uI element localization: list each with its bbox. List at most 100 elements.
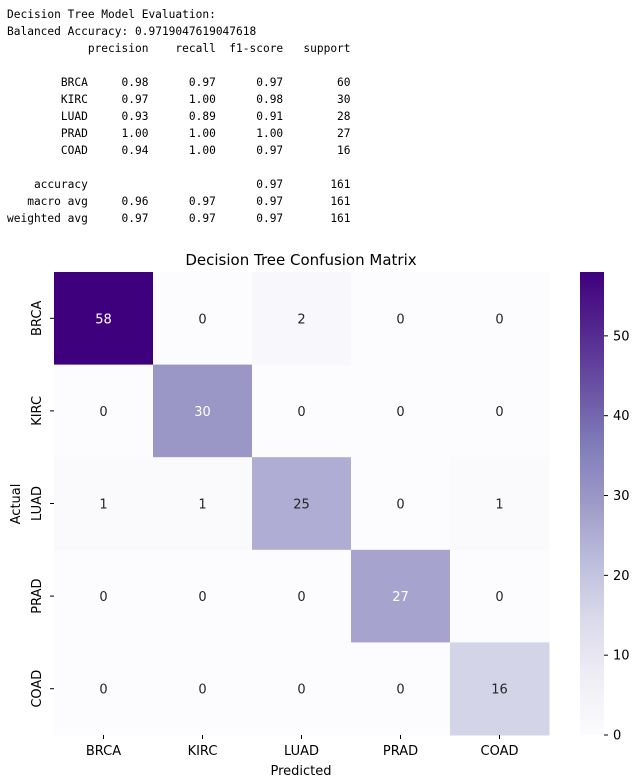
heatmap-cell [450,364,550,458]
heatmap-cell-label: 0 [198,683,206,698]
colorbar-tick-label: 40 [613,409,630,424]
report-column-header: precision [87,42,149,55]
y-tick-label: COAD [30,670,45,708]
heatmap-cell-label: 0 [396,498,404,513]
heatmap-cell [54,549,154,643]
y-tick-label: BRCA [30,301,45,336]
heatmap-cell [153,364,253,458]
report-class-precision: 0.93 [87,110,149,123]
report-summary-precision: 0.97 [87,212,149,225]
report-class-precision: 0.98 [87,76,149,89]
heatmap-cell [153,272,253,366]
y-tick-label: LUAD [30,486,45,521]
report-class-support: 16 [283,144,351,157]
heatmap-cell-label: 0 [396,683,404,698]
report-column-header: recall [148,42,216,55]
report-class-recall: 0.89 [148,110,216,123]
x-tick-label: PRAD [383,744,418,759]
report-column-header: f1-score [215,42,284,55]
x-axis-ticks: BRCA KIRC LUAD PRAD COAD [86,735,519,759]
heatmap-cell [54,642,154,736]
heatmap-cell-label: 1 [495,498,503,513]
heatmap-cell [450,549,550,643]
report-class-f1: 0.91 [215,110,284,123]
heatmap-cell [351,272,451,366]
heatmap-cell-label: 0 [198,312,206,327]
report-class-support: 27 [283,127,351,140]
heatmap-cell-label: 25 [293,498,310,513]
report-class-f1: 0.97 [215,144,284,157]
x-axis-label: Predicted [270,764,331,779]
report-class-f1: 1.00 [215,127,284,140]
heatmap-cell [54,272,154,366]
colorbar-tick-label: 30 [613,489,630,504]
report-summary-label: accuracy [7,178,88,191]
report-class-recall: 1.00 [148,127,216,140]
heatmap-cell-label: 0 [99,683,107,698]
heatmap-cell-label: 16 [491,683,508,698]
report-class-f1: 0.98 [215,93,284,106]
heatmap-cell-label: 0 [396,312,404,327]
heatmap-cell [450,457,550,551]
heatmap-cell-label: 2 [297,312,305,327]
heatmap-cell-label: 1 [198,498,206,513]
y-tick-label: PRAD [30,578,45,613]
heatmap-cell [252,364,352,458]
report-summary-recall: 0.97 [148,195,216,208]
colorbar-tick-label: 0 [613,729,621,744]
report-column-header: support [283,42,351,55]
report-summary-support: 161 [283,178,351,191]
heatmap-cell-label: 0 [495,590,503,605]
heatmap-cell [351,457,451,551]
heatmap-cell-labels: 58 0 2 0 0 0 30 0 0 0 1 1 25 0 1 0 0 0 27 0 0 0 0 0 16 [95,312,508,697]
y-axis-label: Actual [9,484,24,525]
report-class-label: PRAD [7,127,88,140]
heatmap-cell [351,364,451,458]
heatmap-cell-label: 58 [95,312,112,327]
report-class-support: 30 [283,93,351,106]
balanced-accuracy-value: 0.9719047619047618 [135,25,257,38]
chart-title: Decision Tree Confusion Matrix [185,251,416,269]
report-summary-label: weighted avg [7,212,88,225]
report-class-recall: 1.00 [148,93,216,106]
heatmap-cell-label: 30 [194,405,211,420]
report-class-precision: 1.00 [87,127,149,140]
report-summary-label: macro avg [7,195,88,208]
colorbar-ticks: 0 10 20 30 40 50 [604,329,630,744]
report-class-support: 28 [283,110,351,123]
heatmap-cell-label: 0 [495,405,503,420]
heatmap-cell-label: 0 [297,683,305,698]
report-class-label: KIRC [7,93,88,106]
heatmap-cells [54,272,550,736]
report-class-support: 60 [283,76,351,89]
heatmap-cell-label: 0 [495,312,503,327]
heatmap-cell [252,549,352,643]
heatmap-cell [54,364,154,458]
x-tick-label: KIRC [188,744,218,759]
colorbar-tick-label: 20 [613,569,630,584]
heatmap-cell [450,642,550,736]
y-tick-label: KIRC [30,396,45,426]
heatmap-cell [54,457,154,551]
report-class-recall: 0.97 [148,76,216,89]
heatmap-cell-label: 0 [297,405,305,420]
balanced-accuracy-label: Balanced Accuracy: [7,25,129,38]
report-class-f1: 0.97 [215,76,284,89]
report-summary-support: 161 [283,212,351,225]
heatmap-cell-label: 1 [99,498,107,513]
heatmap-cell [252,457,352,551]
heatmap-cell [252,272,352,366]
x-tick-label: COAD [481,744,519,759]
heatmap-cell-label: 0 [297,590,305,605]
report-class-label: LUAD [7,110,88,123]
report-summary-support: 161 [283,195,351,208]
report-class-precision: 0.94 [87,144,149,157]
y-axis-ticks: BRCA KIRC LUAD PRAD COAD [30,301,54,708]
heatmap-cell [351,549,451,643]
heatmap-cell [153,457,253,551]
colorbar-tick-label: 10 [613,649,630,664]
report-heading: Decision Tree Model Evaluation: [7,8,216,21]
heatmap-cell [450,272,550,366]
heatmap-cell [252,642,352,736]
